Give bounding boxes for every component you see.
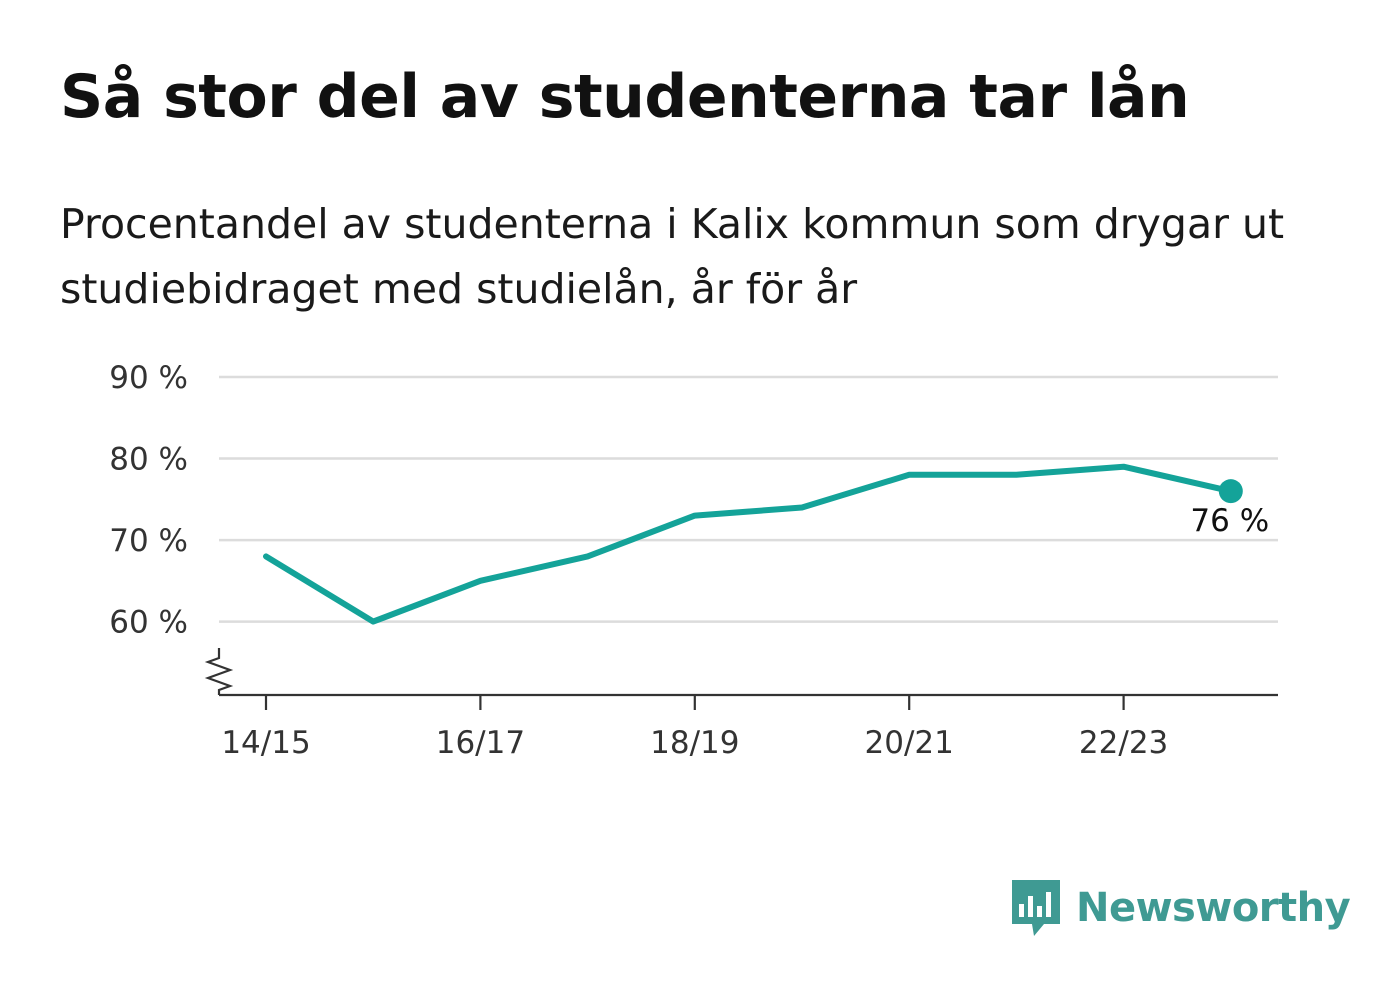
brand-logo: Newsworthy: [1010, 878, 1351, 938]
x-tick-label: 14/15: [221, 725, 310, 761]
end-value-label: 76 %: [1190, 503, 1269, 539]
x-tick-label: 18/19: [650, 725, 739, 761]
gridlines: [219, 375, 1278, 623]
chart-title: Så stor del av studenterna tar lån: [60, 62, 1190, 132]
axis-break-icon: [204, 648, 234, 695]
y-tick-label: 80 %: [109, 442, 188, 478]
y-tick-label: 90 %: [109, 360, 188, 396]
end-point-marker: [1218, 479, 1243, 504]
x-tick-label: 20/21: [865, 725, 954, 761]
chart-subtitle: Procentandel av studenterna i Kalix komm…: [60, 200, 1285, 313]
x-axis-ticks: 14/15 16/17 18/19 20/21 22/23: [221, 695, 1168, 761]
y-axis-ticks: 60 % 70 % 80 % 90 %: [109, 360, 188, 641]
y-tick-label: 70 %: [109, 523, 188, 559]
y-tick-label: 60 %: [109, 605, 188, 641]
x-tick-label: 22/23: [1079, 725, 1168, 761]
series-line: [263, 463, 1234, 625]
newsworthy-logo-icon: [1012, 880, 1060, 936]
x-tick-label: 16/17: [436, 725, 525, 761]
brand-name: Newsworthy: [1076, 885, 1351, 931]
